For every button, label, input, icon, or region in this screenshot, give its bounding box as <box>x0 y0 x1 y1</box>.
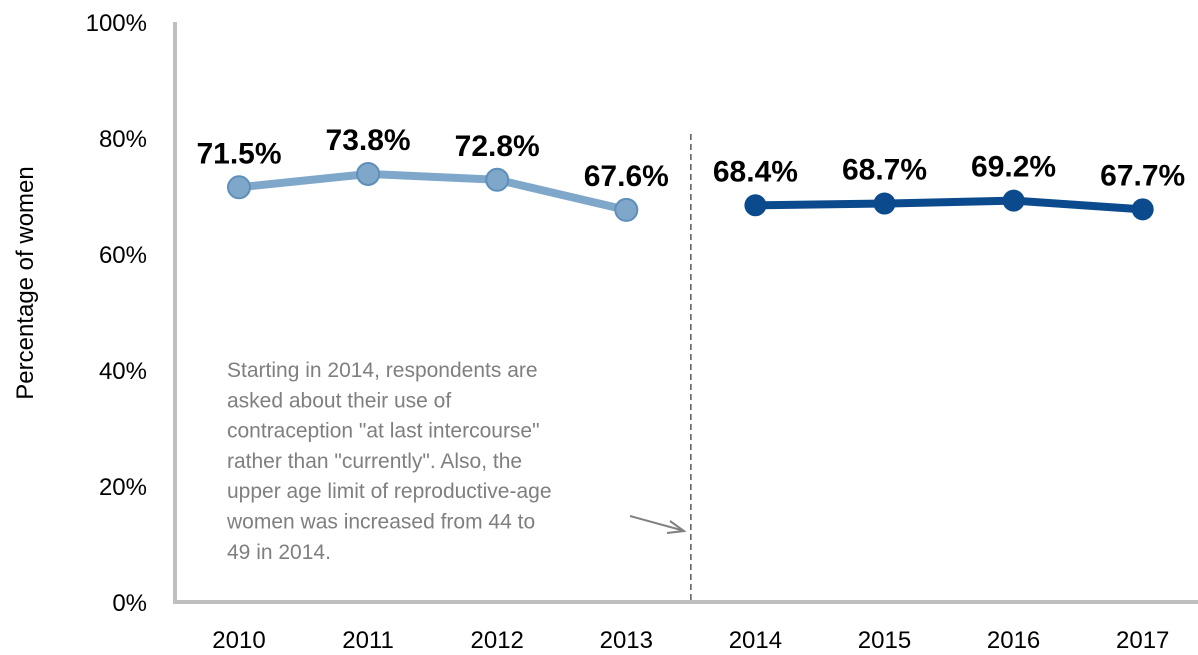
series-group <box>227 161 1154 222</box>
annotation-line: women was increased from 44 to <box>226 511 535 534</box>
y-tick-label: 40% <box>99 358 147 385</box>
annotation-arrow <box>629 515 682 531</box>
y-tick-label: 0% <box>112 590 147 617</box>
x-tick-label: 2011 <box>342 627 394 654</box>
y-tick-label: 60% <box>99 242 147 269</box>
y-axis-label: Percentage of women <box>12 166 39 399</box>
data-label: 71.5% <box>196 137 281 170</box>
data-labels: 71.5% 73.8% 72.8% 67.6% 68.4% 68.7% 69.2% 67.7% <box>196 124 1185 193</box>
data-point <box>1131 198 1154 221</box>
annotation-line: 49 in 2014. <box>227 541 331 564</box>
annotation-line: asked about their use of <box>227 389 451 412</box>
y-tick-label: 80% <box>99 126 147 153</box>
series-line-2 <box>751 196 1147 214</box>
data-label: 68.4% <box>713 155 798 188</box>
tick-labels: 0% 20% 40% 60% 80% 100% 2010 2011 2012 2013 2014 20… <box>86 10 1170 654</box>
x-tick-label: 2015 <box>858 627 911 654</box>
annotation-line: Starting in 2014, respondents are <box>227 359 538 382</box>
data-point <box>873 192 896 215</box>
data-label: 67.7% <box>1100 159 1185 192</box>
x-tick-label: 2016 <box>987 627 1040 654</box>
annotation-arrowhead <box>666 520 687 534</box>
data-label: 67.6% <box>584 160 669 193</box>
y-tick-label: 20% <box>99 474 147 501</box>
data-point <box>614 197 639 222</box>
data-point <box>744 194 767 217</box>
data-point <box>227 175 251 200</box>
annotation-line: upper age limit of reproductive-age <box>227 480 552 503</box>
data-label: 69.2% <box>971 151 1056 184</box>
y-tick-label: 100% <box>86 10 147 37</box>
data-label: 68.7% <box>842 154 927 187</box>
x-tick-label: 2013 <box>600 627 653 654</box>
x-tick-label: 2010 <box>212 627 265 654</box>
axes <box>173 22 1198 604</box>
data-point <box>356 161 381 186</box>
x-tick-label: 2017 <box>1116 627 1169 654</box>
data-label: 72.8% <box>455 130 540 163</box>
annotation: Starting in 2014, respondents are asked a… <box>226 359 687 564</box>
data-point <box>485 167 510 192</box>
annotation-line: rather than "currently". Also, the <box>227 450 522 473</box>
x-tick-label: 2012 <box>471 627 524 654</box>
data-label: 73.8% <box>326 124 411 157</box>
x-tick-label: 2014 <box>729 627 782 654</box>
data-point <box>1002 189 1025 212</box>
series-line-1 <box>235 169 631 214</box>
annotation-line: contraception "at last intercourse" <box>227 420 540 443</box>
